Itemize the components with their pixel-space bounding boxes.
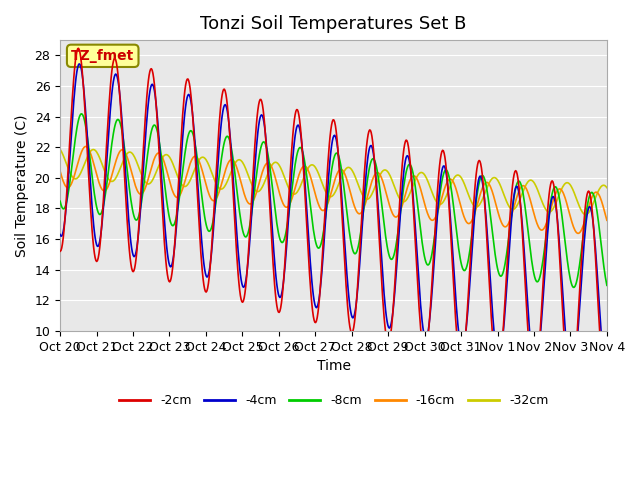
Y-axis label: Soil Temperature (C): Soil Temperature (C): [15, 114, 29, 257]
Title: Tonzi Soil Temperatures Set B: Tonzi Soil Temperatures Set B: [200, 15, 467, 33]
Legend: -2cm, -4cm, -8cm, -16cm, -32cm: -2cm, -4cm, -8cm, -16cm, -32cm: [114, 389, 554, 412]
Text: TZ_fmet: TZ_fmet: [71, 49, 134, 63]
X-axis label: Time: Time: [317, 359, 351, 373]
